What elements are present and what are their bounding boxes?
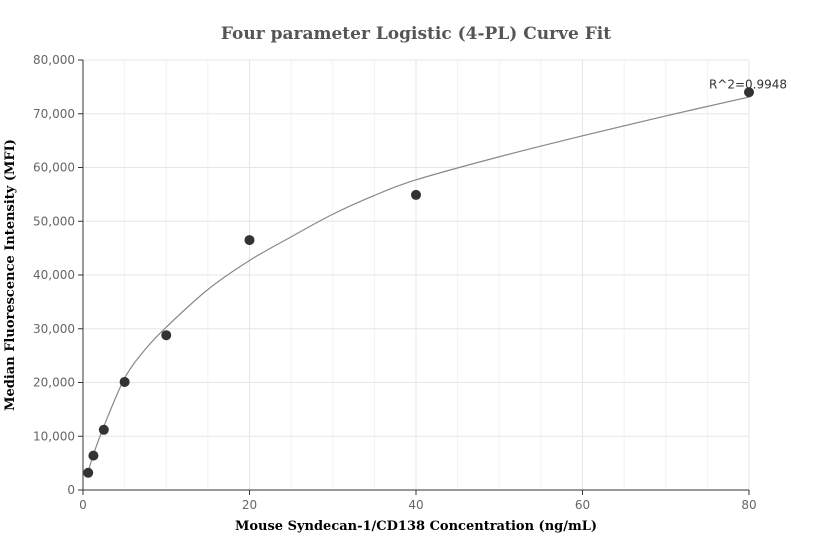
x-tick-label: 80	[741, 498, 756, 512]
y-axis-ticks: 0 10,000 20,000 30,000 40,000 50,000 60,000 70,…	[33, 53, 83, 497]
y-axis-label: Median Fluorescence Intensity (MFI)	[3, 139, 18, 411]
x-axis-ticks: 0 20 40 60 80	[79, 490, 757, 512]
y-tick-label: 10,000	[33, 429, 75, 443]
x-tick-label: 60	[575, 498, 590, 512]
chart-title: Four parameter Logistic (4-PL) Curve Fit	[221, 24, 611, 44]
data-point	[88, 450, 99, 461]
y-tick-label: 60,000	[33, 161, 75, 175]
data-points	[83, 87, 754, 478]
data-point	[161, 330, 172, 341]
data-point	[83, 467, 94, 478]
data-point	[244, 235, 255, 246]
data-point	[119, 376, 130, 387]
data-point	[411, 189, 421, 200]
y-tick-label: 80,000	[33, 53, 75, 67]
y-tick-label: 40,000	[33, 268, 75, 282]
x-tick-label: 40	[408, 498, 423, 512]
data-point	[744, 87, 754, 98]
x-tick-label: 0	[79, 498, 87, 512]
x-tick-label: 20	[242, 498, 257, 512]
y-tick-label: 70,000	[33, 107, 75, 121]
y-tick-label: 50,000	[33, 214, 75, 228]
y-tick-label: 20,000	[33, 376, 75, 390]
y-tick-label: 0	[67, 483, 75, 497]
x-axis-label: Mouse Syndecan-1/CD138 Concentration (ng…	[235, 519, 597, 534]
fit-curve-line	[87, 96, 750, 472]
grid	[83, 59, 750, 490]
data-point	[98, 424, 109, 435]
y-tick-label: 30,000	[33, 322, 75, 336]
r-squared-annotation: R^2=0.9948	[709, 77, 787, 91]
